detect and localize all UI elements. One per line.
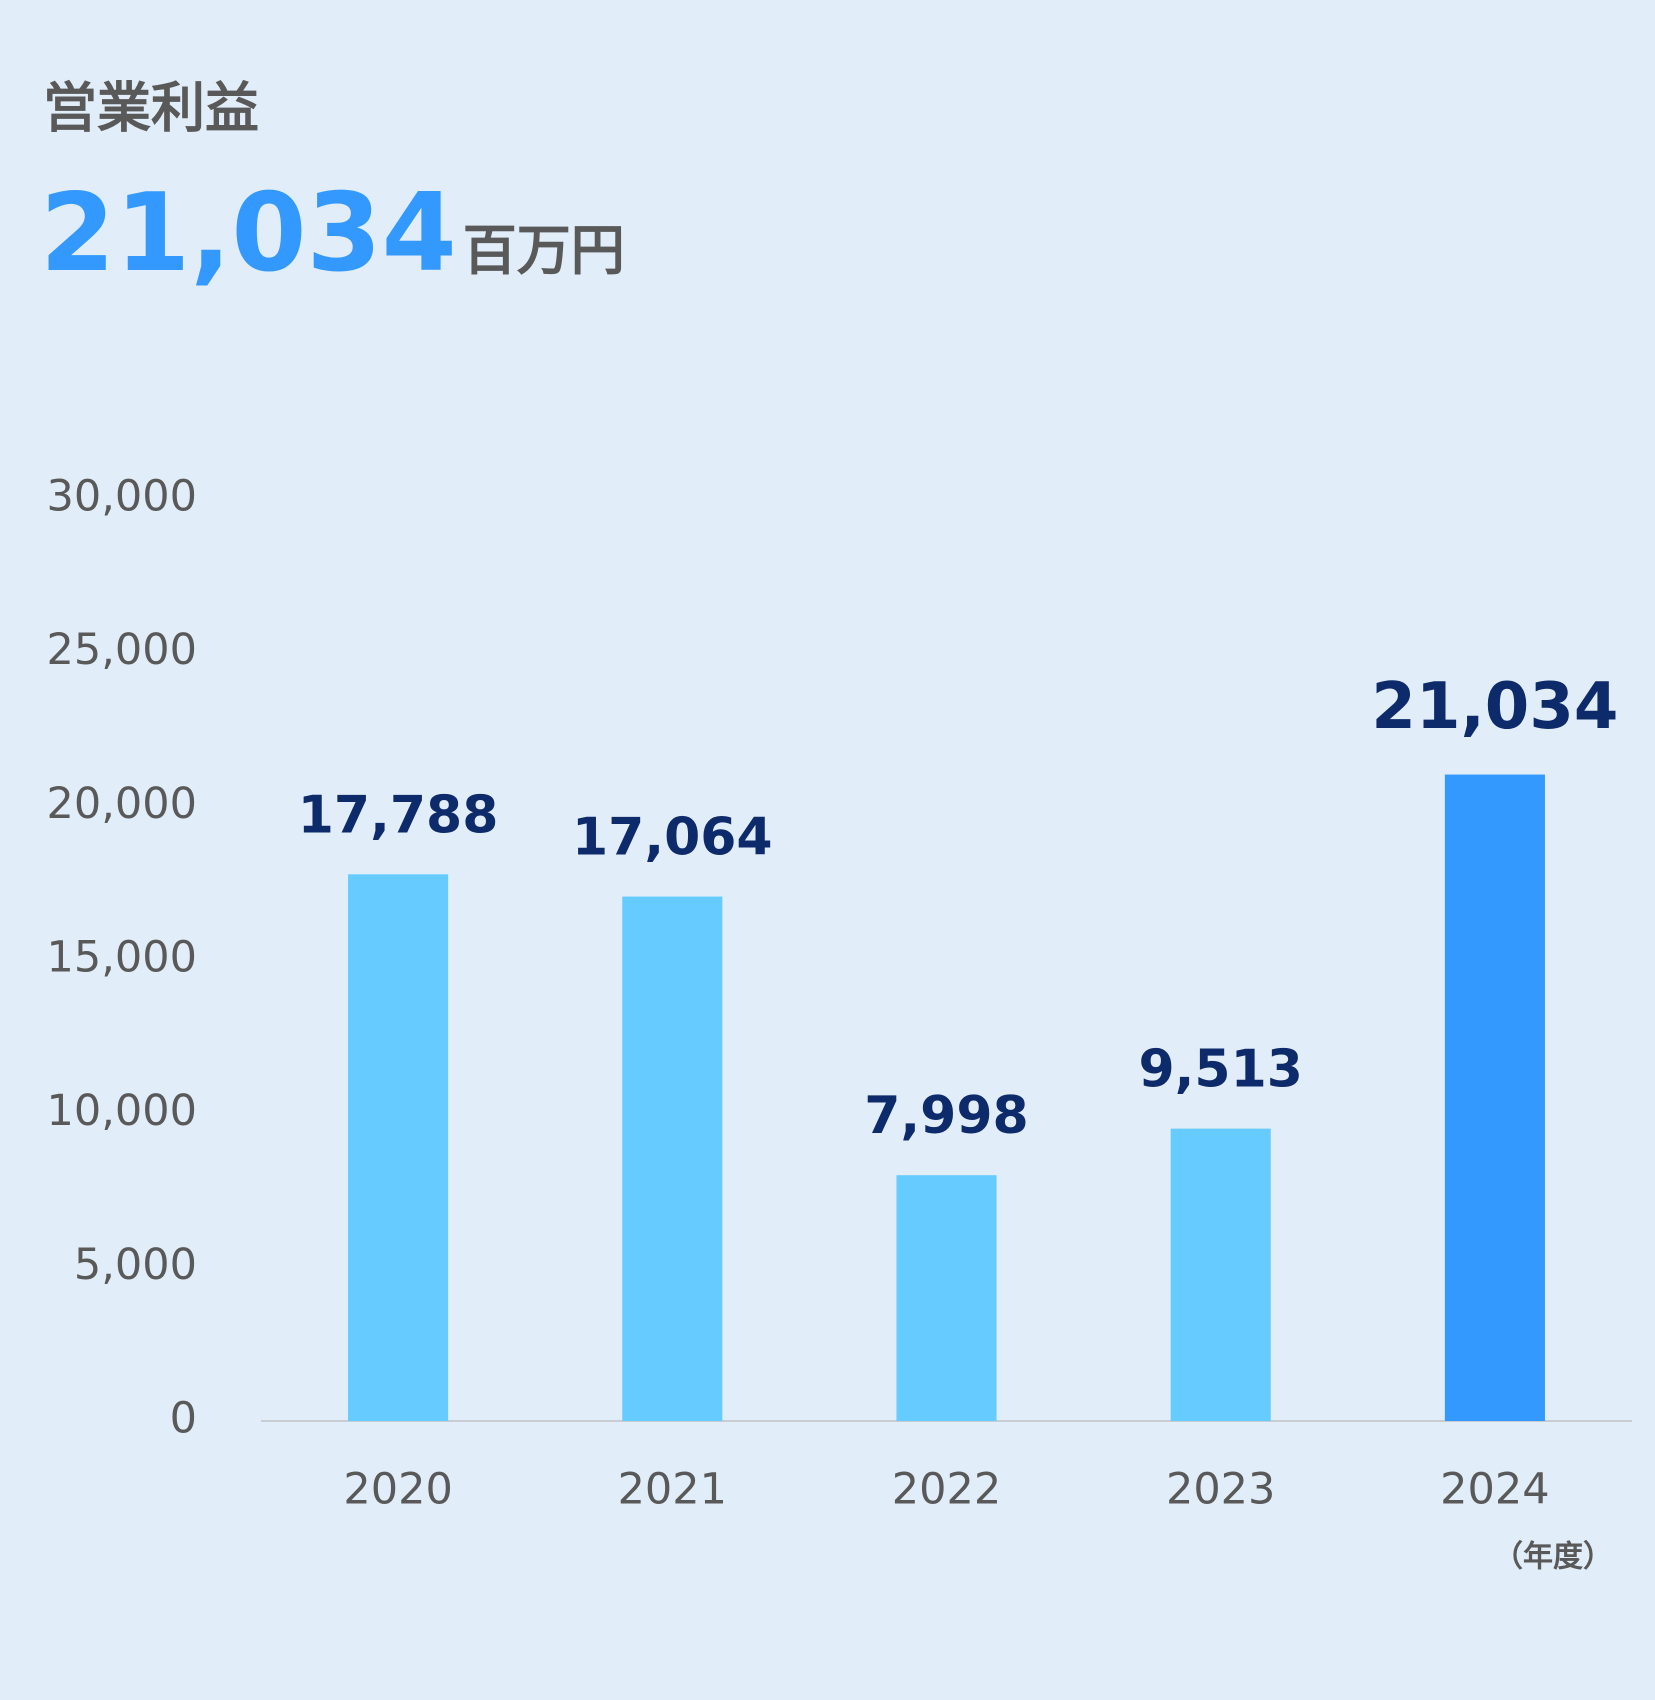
headline: 21,034 百万円 — [40, 171, 625, 296]
value-label: 17,064 — [572, 808, 773, 868]
y-tick-label: 25,000 — [47, 625, 197, 675]
x-tick-label: 2023 — [1166, 1465, 1275, 1515]
bar — [896, 1175, 997, 1421]
y-tick-label: 10,000 — [47, 1086, 197, 1136]
x-tick-label: 2022 — [892, 1465, 1001, 1515]
value-label: 17,788 — [298, 785, 499, 845]
bar — [1444, 774, 1545, 1421]
x-tick-label: 2021 — [618, 1465, 727, 1515]
x-tick-label: 2020 — [343, 1465, 452, 1515]
bar — [622, 896, 723, 1421]
chart-title: 営業利益 — [43, 77, 259, 140]
bar — [1170, 1128, 1271, 1421]
value-label: 21,034 — [1371, 670, 1618, 744]
y-tick-label: 0 — [170, 1394, 197, 1444]
headline-value: 21,034 — [40, 171, 457, 296]
bar — [348, 874, 449, 1421]
headline-unit: 百万円 — [463, 219, 625, 282]
x-tick-label: 2024 — [1440, 1465, 1549, 1515]
value-label: 9,513 — [1138, 1040, 1302, 1100]
x-unit: （年度） — [1493, 1540, 1613, 1575]
y-tick-label: 5,000 — [74, 1240, 197, 1290]
y-tick-label: 20,000 — [47, 779, 197, 829]
value-label: 7,998 — [864, 1086, 1028, 1146]
y-tick-label: 15,000 — [47, 933, 197, 983]
y-tick-label: 30,000 — [47, 472, 197, 522]
